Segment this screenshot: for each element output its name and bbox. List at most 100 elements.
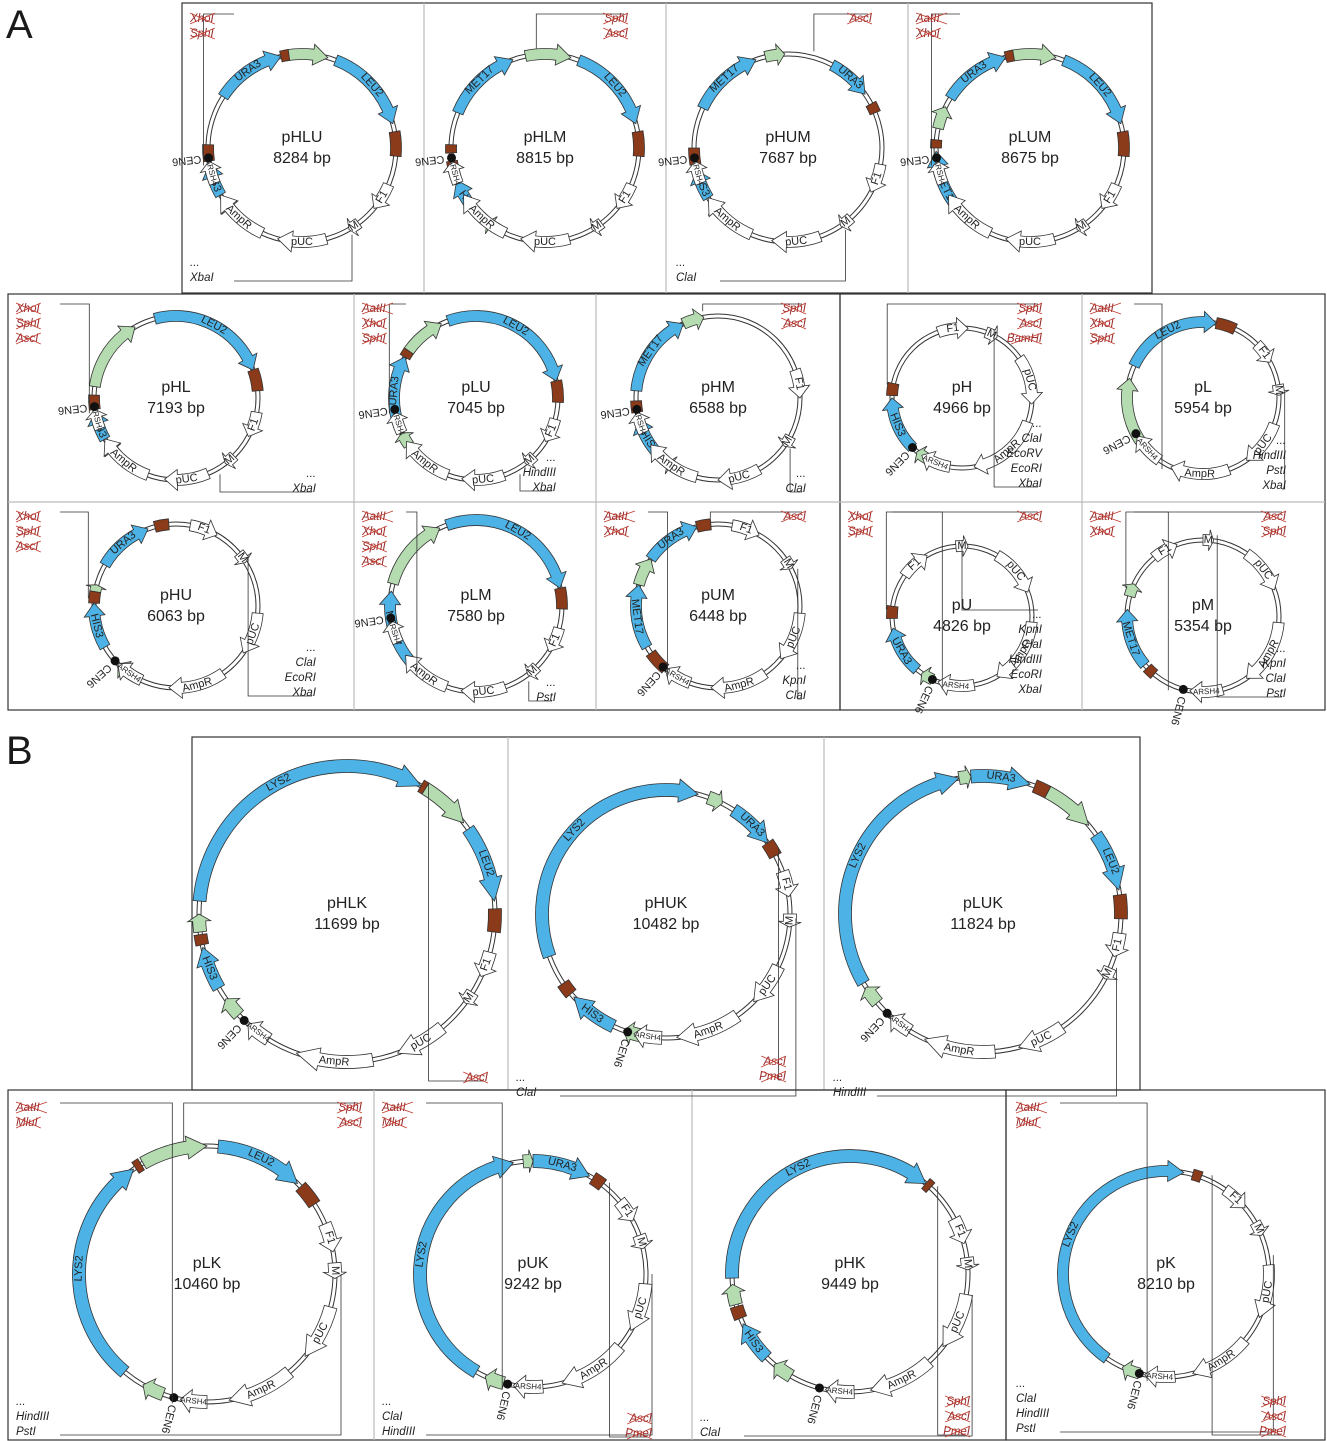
arsh4-segment [921, 450, 952, 473]
ampr-segment [295, 1047, 375, 1072]
enzyme-label: PstI [1016, 1423, 1037, 1435]
term-segment [729, 1304, 748, 1322]
cen6-marker [1131, 429, 1141, 439]
lys2-label: LYS2 [264, 771, 293, 794]
strike-mark [1261, 1410, 1287, 1423]
term-segment [388, 130, 402, 158]
cen6-label: CEN6 [159, 1403, 178, 1434]
enzyme-label: KpnI [782, 675, 806, 687]
cen6-label: CEN6 [600, 405, 631, 421]
term-segment [445, 144, 458, 154]
prom-segment [1122, 583, 1143, 599]
arsh4-segment [442, 160, 465, 186]
f1-label: F1 [1102, 188, 1119, 205]
site-leader-line [885, 511, 1038, 610]
prom-segment [1116, 377, 1154, 457]
ampr-label: AmpR [245, 1378, 278, 1402]
strike-mark [1089, 510, 1122, 523]
arsh4-label: ARSH4 [942, 680, 970, 691]
m-segment [234, 549, 252, 566]
m-label: M [784, 916, 796, 926]
enzyme-label: EcoRI [1011, 669, 1043, 681]
restriction-site-group: ... ClaI [676, 229, 846, 284]
plasmid-name: pHL [161, 379, 190, 396]
met17-segment [697, 56, 757, 112]
cen6-marker [632, 404, 642, 414]
restriction-site-group: XhoISphIAscI [15, 302, 90, 414]
cen6-label: CEN6 [414, 153, 444, 168]
puc-segment [1246, 421, 1281, 461]
strike-mark [603, 525, 629, 538]
arsh4-segment [85, 408, 108, 432]
ampr-segment [923, 1035, 997, 1059]
strike-mark [361, 302, 394, 315]
prom-segment [763, 43, 786, 67]
f1-label: F1 [617, 188, 634, 205]
strike-mark [381, 1101, 414, 1114]
ura3-segment [532, 1154, 591, 1180]
strike-mark [915, 27, 941, 40]
ampr-label: AmpR [108, 446, 139, 475]
strike-mark [15, 1101, 48, 1114]
site-leader-line [937, 1186, 966, 1436]
prom-segment [720, 1283, 747, 1307]
site-leader-line [1216, 535, 1282, 698]
term-segment [131, 1158, 145, 1174]
strike-mark [627, 1412, 653, 1425]
plasmid-size: 5954 bp [1174, 400, 1232, 417]
ura3-segment [828, 59, 866, 95]
strike-mark [15, 510, 41, 523]
enzyme-label: EcoRI [285, 672, 317, 684]
puc-segment [396, 1021, 447, 1056]
enzyme-label: ... [516, 1072, 526, 1084]
site-leader-line [428, 783, 484, 1082]
enzyme-label: ClaI [786, 690, 807, 702]
m-segment [838, 213, 856, 232]
cen6-label: CEN6 [84, 661, 114, 690]
arsh4-segment [628, 411, 651, 436]
puc-segment [627, 1282, 653, 1332]
plasmid-pHLM: MET17LEU2HIS3F1MpUCAmpRARSH4CEN6pHLM8815… [414, 12, 645, 253]
term-segment [486, 908, 502, 934]
leu2-segment [217, 1139, 299, 1185]
restriction-site-group: SphIAscI [702, 302, 807, 330]
met17-segment [452, 56, 514, 116]
prom-segment [88, 325, 136, 388]
enzyme-label: KpnI [1018, 624, 1042, 636]
m-label: M [222, 452, 237, 467]
enzyme-label: ClaI [700, 1427, 721, 1439]
plasmid-name: pHU [160, 587, 192, 604]
term-segment [631, 130, 645, 158]
f1-label: F1 [543, 422, 559, 439]
strike-mark [1015, 1116, 1041, 1129]
his3-label: HIS3 [887, 411, 907, 438]
cen6-label: CEN6 [1101, 432, 1133, 456]
cen6-label: CEN6 [1168, 695, 1187, 726]
f1-label: F1 [792, 376, 806, 391]
f1-label: F1 [952, 1223, 968, 1239]
strike-mark [361, 525, 387, 538]
arsh4-segment [664, 666, 693, 689]
ampr-label: AmpR [466, 202, 497, 232]
strike-mark [915, 12, 948, 25]
strike-mark [15, 317, 41, 330]
plasmid-size: 6448 bp [689, 608, 747, 625]
strike-mark [1017, 302, 1043, 315]
plasmid-name: pUK [517, 1255, 548, 1272]
strike-mark [847, 525, 873, 538]
puc-label: pUC [291, 236, 313, 248]
site-leader-line [234, 234, 353, 282]
puc-label: pUC [1260, 1280, 1276, 1304]
cen6-label: CEN6 [899, 153, 929, 168]
puc-label: pUC [785, 235, 808, 249]
strike-mark [761, 1055, 787, 1068]
cen6-label: CEN6 [634, 668, 663, 698]
prom-segment [523, 43, 572, 66]
cen6-marker [390, 404, 400, 414]
prom-segment [633, 558, 655, 587]
puc-label: pUC [534, 236, 556, 248]
